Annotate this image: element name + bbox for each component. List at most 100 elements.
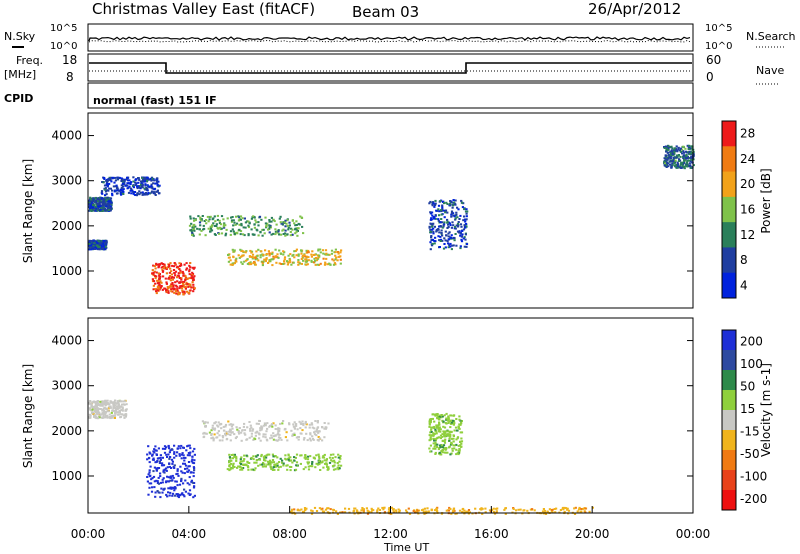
heatmap-cell	[437, 426, 440, 429]
heatmap-cell	[190, 277, 193, 279]
heatmap-cell	[181, 289, 184, 292]
heatmap-cell	[207, 227, 210, 230]
heatmap-cell	[251, 428, 255, 431]
heatmap-cell	[227, 260, 230, 263]
heatmap-cell	[148, 486, 151, 489]
heatmap-cell	[339, 251, 342, 254]
heatmap-cell	[461, 201, 464, 204]
heatmap-cell	[255, 431, 258, 434]
heatmap-cell	[152, 182, 155, 185]
heatmap-cell	[105, 414, 108, 417]
heatmap-cell	[279, 215, 282, 218]
heatmap-cell	[316, 421, 319, 424]
heatmap-cell	[109, 406, 112, 409]
heatmap-cell	[210, 429, 213, 432]
heatmap-cell	[238, 223, 241, 226]
heatmap-cell	[449, 419, 452, 422]
colorbar-swatch	[722, 470, 736, 491]
heatmap-cell	[318, 457, 321, 460]
heatmap-cell	[183, 274, 186, 277]
velocity-colorbar-label: Velocity [m s-1]	[759, 363, 773, 457]
heatmap-cell	[292, 423, 295, 426]
heatmap-cell	[172, 284, 175, 287]
heatmap-cell	[444, 246, 447, 249]
heatmap-cell	[92, 244, 95, 247]
heatmap-cell	[188, 270, 191, 273]
heatmap-cell	[293, 250, 296, 253]
heatmap-cell	[246, 465, 249, 468]
heatmap-cell	[116, 402, 119, 405]
heatmap-cell	[289, 469, 292, 472]
heatmap-cell	[241, 263, 244, 265]
heatmap-cell	[319, 248, 322, 251]
heatmap-cell	[439, 428, 442, 431]
heatmap-cell	[666, 151, 669, 154]
heatmap-cell	[151, 486, 154, 489]
heatmap-cell	[307, 461, 311, 464]
heatmap-cell	[300, 250, 303, 253]
heatmap-cell	[150, 179, 153, 182]
heatmap-cell	[161, 447, 165, 450]
heatmap-cell	[323, 436, 326, 439]
heatmap-cell	[531, 508, 534, 511]
heatmap-cell	[173, 291, 176, 294]
heatmap-cell	[180, 264, 183, 267]
heatmap-cell	[458, 427, 461, 430]
heatmap-cell	[439, 200, 442, 202]
heatmap-cell	[183, 286, 186, 289]
heatmap-cell	[408, 512, 412, 515]
heatmap-cell	[212, 437, 215, 440]
heatmap-cell	[551, 511, 554, 514]
heatmap-cell	[308, 437, 311, 440]
heatmap-cell	[423, 507, 427, 510]
heatmap-cell	[460, 238, 463, 241]
heatmap-cell	[461, 508, 464, 511]
heatmap-cell	[184, 278, 187, 281]
heatmap-cell	[193, 275, 196, 278]
heatmap-cell	[447, 246, 450, 249]
heatmap-cell	[268, 463, 271, 466]
heatmap-cell	[431, 214, 434, 217]
heatmap-cell	[189, 289, 192, 292]
power-y-axis-label: Slant Range [km]	[21, 159, 35, 263]
heatmap-cell	[441, 234, 444, 237]
heatmap-cell	[210, 437, 213, 440]
heatmap-cell	[231, 263, 234, 266]
heatmap-cell	[296, 428, 299, 431]
heatmap-cell	[429, 436, 432, 439]
colorbar-swatch	[722, 247, 736, 274]
heatmap-cell	[291, 219, 294, 222]
heatmap-cell	[685, 151, 688, 154]
heatmap-cell	[229, 230, 233, 233]
heatmap-cell	[293, 421, 296, 424]
heatmap-cell	[663, 147, 666, 149]
heatmap-cell	[184, 456, 187, 459]
heatmap-cell	[454, 218, 457, 221]
heatmap-cell	[395, 510, 398, 513]
heatmap-cell	[240, 467, 243, 469]
heatmap-cell	[681, 152, 684, 155]
heatmap-cell	[460, 421, 463, 424]
heatmap-cell	[461, 510, 464, 513]
heatmap-cell	[301, 225, 304, 228]
heatmap-cell	[331, 457, 334, 459]
heatmap-cell	[285, 464, 288, 467]
heatmap-cell	[135, 178, 138, 181]
heatmap-cell	[279, 437, 282, 439]
heatmap-cell	[296, 230, 299, 232]
heatmap-cell	[93, 209, 97, 212]
heatmap-cell	[679, 166, 682, 169]
heatmap-cell	[192, 283, 195, 286]
heatmap-cell	[170, 448, 173, 451]
heatmap-cell	[109, 197, 112, 200]
heatmap-cell	[450, 452, 453, 455]
heatmap-cell	[445, 417, 448, 420]
heatmap-cell	[685, 161, 688, 164]
heatmap-cell	[268, 224, 271, 227]
heatmap-cell	[243, 217, 246, 220]
heatmap-cell	[446, 240, 449, 243]
heatmap-cell	[289, 261, 292, 264]
heatmap-cell	[239, 460, 242, 463]
heatmap-cell	[442, 430, 445, 433]
heatmap-cell	[113, 410, 117, 413]
